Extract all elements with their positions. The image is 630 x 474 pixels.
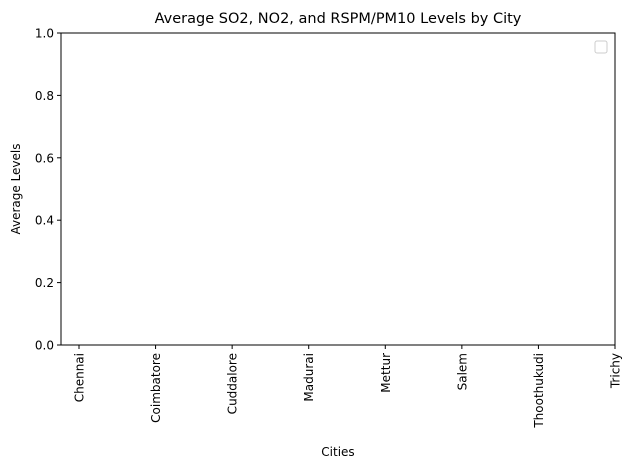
x-tick-label: Trichy	[609, 353, 623, 389]
x-axis-ticks: Chennai Coimbatore Cuddalore Madurai Mettur S…	[73, 345, 623, 429]
y-axis-label: Average Levels	[9, 143, 23, 234]
y-tick-label: 1.0	[35, 27, 54, 41]
y-tick-label: 0.4	[35, 214, 54, 228]
legend-box	[594, 40, 608, 54]
x-tick-label: Coimbatore	[149, 353, 163, 423]
chart-title: Average SO2, NO2, and RSPM/PM10 Levels b…	[155, 11, 522, 27]
x-axis-label: Cities	[321, 445, 354, 459]
x-tick-label: Chennai	[73, 353, 87, 402]
plot-frame	[60, 32, 616, 346]
x-tick-label: Madurai	[302, 353, 316, 402]
y-tick-label: 0.6	[35, 151, 54, 165]
x-tick-label: Mettur	[379, 353, 393, 393]
y-tick-label: 0.2	[35, 276, 54, 290]
y-tick-label: 0.8	[35, 89, 54, 103]
y-tick-label: 0.0	[35, 339, 54, 353]
x-tick-label: Thoothukudi	[532, 353, 546, 429]
x-tick-label: Salem	[455, 353, 469, 390]
plot-area	[61, 33, 615, 345]
x-tick-label: Cuddalore	[226, 353, 240, 414]
y-axis-ticks: 0.0 0.2 0.4 0.6 0.8 1.0	[35, 27, 61, 353]
